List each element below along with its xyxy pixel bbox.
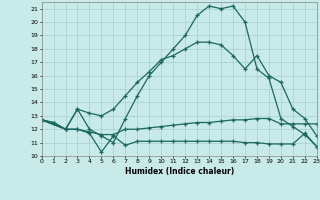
X-axis label: Humidex (Indice chaleur): Humidex (Indice chaleur) <box>124 167 234 176</box>
